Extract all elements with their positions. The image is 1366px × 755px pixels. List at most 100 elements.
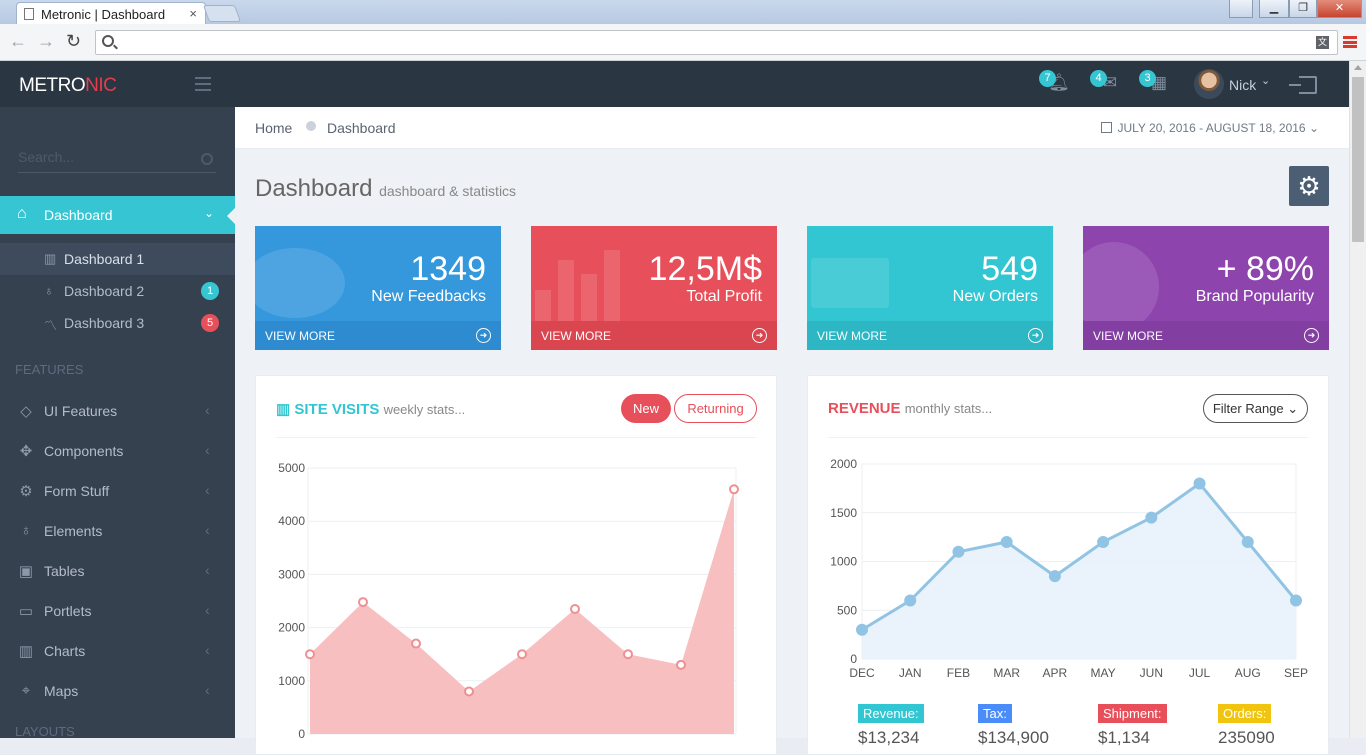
chevron-left-icon: ‹ <box>205 682 210 698</box>
y-tick-label: 1000 <box>278 674 305 688</box>
divider <box>828 437 1308 438</box>
browser-tabstrip: Metronic | Dashboard × ▁ ❐ ✕ <box>0 0 1366 24</box>
y-tick-label: 1000 <box>830 555 857 569</box>
y-tick-label: 500 <box>837 603 857 617</box>
view-more-label: VIEW MORE <box>541 329 612 343</box>
arrow-circle-right-icon: ➜ <box>1028 328 1043 343</box>
stat-tile-orders: 549 New Orders VIEW MORE ➜ <box>807 226 1053 350</box>
logout-icon[interactable] <box>1289 76 1317 94</box>
calendar-icon <box>1101 122 1113 133</box>
tab-title: Metronic | Dashboard <box>41 7 166 22</box>
legend-orders-value: 235090 <box>1218 728 1275 747</box>
scroll-up-icon[interactable] <box>1354 65 1362 70</box>
series-area <box>862 483 1296 659</box>
notifications-button[interactable]: 🔔︎ 7 <box>1039 70 1070 95</box>
chevron-left-icon: ‹ <box>205 482 210 498</box>
view-more-link[interactable]: VIEW MORE ➜ <box>1083 321 1329 350</box>
sidebar-subitem-label: Dashboard 2 <box>64 283 145 299</box>
new-tab-button[interactable] <box>202 5 242 22</box>
data-point <box>1193 477 1206 490</box>
sidebar-item-ui-features[interactable]: ◇ UI Features ‹ <box>0 391 235 431</box>
search-icon[interactable] <box>201 153 213 165</box>
stat-value: + 89% <box>1216 250 1314 288</box>
forward-icon[interactable]: → <box>37 31 55 51</box>
translate-icon[interactable]: 文 <box>1316 36 1329 49</box>
address-bar[interactable]: 文 <box>95 30 1338 55</box>
browser-menu-icon[interactable] <box>1343 36 1357 48</box>
breadcrumb-home[interactable]: Home <box>255 120 293 136</box>
chevron-down-icon: ⌄ <box>1308 121 1319 135</box>
sidebar-item-portlets[interactable]: ▭ Portlets ‹ <box>0 591 235 631</box>
legend-revenue-value: $13,234 <box>858 728 920 747</box>
reload-icon[interactable]: ↻ <box>66 31 82 51</box>
tab-returning[interactable]: Returning <box>674 394 757 423</box>
sidebar-item-components[interactable]: ✥ Components ‹ <box>0 431 235 471</box>
inbox-button[interactable]: ✉︎ 4 <box>1090 70 1121 95</box>
user-name[interactable]: Nick <box>1229 77 1257 93</box>
home-icon: ⌂ <box>17 205 27 222</box>
sidebar-item-label: Components <box>44 443 124 459</box>
stat-tile-popularity: + 89% Brand Popularity VIEW MORE ➜ <box>1083 226 1329 350</box>
page-bar: Home Dashboard JULY 20, 2016 - AUGUST 18… <box>235 107 1349 149</box>
series-line <box>861 481 1298 632</box>
stat-tile-feedbacks: 1349 New Feedbacks VIEW MORE ➜ <box>255 226 501 350</box>
sidebar-item-form-stuff[interactable]: ⚙︎ Form Stuff ‹ <box>0 471 235 511</box>
data-point <box>904 594 917 607</box>
x-tick-label: SEP <box>1284 666 1308 680</box>
back-icon[interactable]: ← <box>9 31 27 51</box>
sidebar-search-input[interactable]: Search... <box>18 149 216 173</box>
y-tick-label: 3000 <box>278 567 305 581</box>
x-tick-label: AUG <box>1235 666 1261 680</box>
avatar[interactable] <box>1194 69 1224 99</box>
user-profile-window-button[interactable] <box>1229 0 1253 18</box>
view-more-link[interactable]: VIEW MORE ➜ <box>531 321 777 350</box>
sidebar-item-label: Dashboard <box>44 207 113 223</box>
sidebar-item-label: Elements <box>44 523 103 539</box>
sidebar-item-charts[interactable]: ▥ Charts ‹ <box>0 631 235 671</box>
sidebar-item-dashboard[interactable]: ⌂ Dashboard ⌄ <box>0 196 235 234</box>
theme-settings-button[interactable]: ⚙︎ <box>1289 166 1329 206</box>
page-scrollbar[interactable] <box>1349 61 1366 738</box>
portlet-subtitle: weekly stats... <box>383 402 466 417</box>
portlet-title: REVENUE monthly stats... <box>828 400 992 417</box>
x-tick-label: FEB <box>947 666 970 680</box>
filter-range-dropdown[interactable]: Filter Range ⌄ <box>1203 394 1308 423</box>
tab-new[interactable]: New <box>621 394 671 423</box>
portlet-subtitle: monthly stats... <box>904 401 993 416</box>
sidebar-toggle-icon[interactable] <box>195 77 211 91</box>
sidebar-item-maps[interactable]: ⌖ Maps ‹ <box>0 671 235 711</box>
view-more-link[interactable]: VIEW MORE ➜ <box>807 321 1053 350</box>
date-range-picker[interactable]: JULY 20, 2016 - AUGUST 18, 2016 ⌄ <box>1101 121 1319 135</box>
sidebar-subitem-dashboard-3[interactable]: 〽 Dashboard 3 5 <box>0 307 235 339</box>
y-tick-label: 4000 <box>278 514 305 528</box>
data-point <box>1290 594 1302 607</box>
scrollbar-thumb[interactable] <box>1352 77 1364 242</box>
chevron-down-icon[interactable]: ⌄ <box>1261 75 1271 87</box>
notifications-badge: 7 <box>1039 70 1056 87</box>
minimize-window-button[interactable]: ▁ <box>1259 0 1289 18</box>
bulb-icon: ♁ <box>20 522 32 539</box>
sidebar-item-label: Maps <box>44 683 79 699</box>
close-tab-icon[interactable]: × <box>189 6 197 21</box>
globe-icon <box>1083 242 1159 332</box>
tasks-button[interactable]: ▦ 3 <box>1139 70 1170 95</box>
data-point <box>305 649 315 660</box>
view-more-link[interactable]: VIEW MORE ➜ <box>255 321 501 350</box>
arrow-circle-right-icon: ➜ <box>476 328 491 343</box>
bar-chart-icon: ▥ <box>276 401 291 418</box>
sidebar-item-label: Portlets <box>44 603 92 619</box>
x-tick-label: JUN <box>1140 666 1163 680</box>
view-more-label: VIEW MORE <box>265 329 336 343</box>
maximize-window-button[interactable]: ❐ <box>1289 0 1317 18</box>
logo[interactable]: METRONIC <box>19 75 117 97</box>
sidebar-item-elements[interactable]: ♁ Elements ‹ <box>0 511 235 551</box>
sidebar-subitem-dashboard-1[interactable]: ▥ Dashboard 1 <box>0 243 235 275</box>
sidebar-subitem-dashboard-2[interactable]: ♁ Dashboard 2 1 <box>0 275 235 307</box>
sidebar-item-tables[interactable]: ▣ Tables ‹ <box>0 551 235 591</box>
close-window-button[interactable]: ✕ <box>1317 0 1362 18</box>
logo-text-metro: METRO <box>19 75 86 96</box>
browser-tab[interactable]: Metronic | Dashboard × <box>16 2 206 24</box>
stat-tile-profit: 12,5M$ Total Profit VIEW MORE ➜ <box>531 226 777 350</box>
inbox-badge: 4 <box>1090 70 1107 87</box>
data-point <box>856 623 868 636</box>
